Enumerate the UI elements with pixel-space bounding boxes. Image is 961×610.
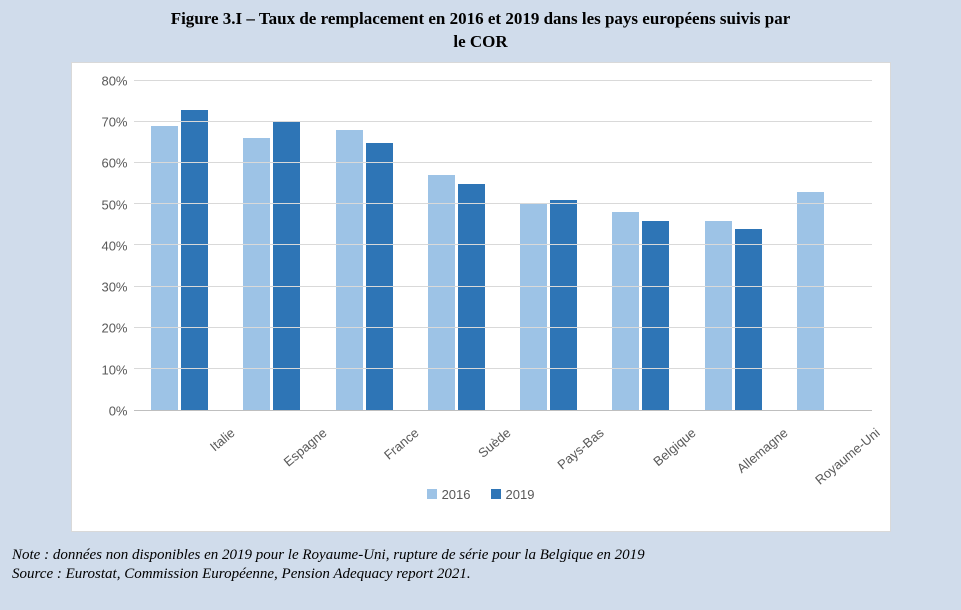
y-tick-label: 10%: [101, 362, 127, 377]
bar-group: [595, 81, 687, 410]
y-tick-label: 80%: [101, 73, 127, 88]
bar-group: [779, 81, 871, 410]
bar: [735, 229, 762, 410]
bar: [612, 212, 639, 409]
y-axis: 0%10%20%30%40%50%60%70%80%: [90, 81, 134, 411]
bar: [366, 143, 393, 410]
x-label-cell: Italie: [134, 411, 226, 481]
bar-group: [410, 81, 502, 410]
x-label-cell: Belgique: [595, 411, 687, 481]
bar: [705, 221, 732, 410]
grid-line: [134, 286, 872, 287]
title-line-2: le COR: [453, 32, 507, 51]
y-tick-label: 0%: [109, 403, 128, 418]
x-axis-labels: ItalieEspagneFranceSuèdePays-BasBelgique…: [134, 411, 872, 481]
y-tick-label: 50%: [101, 197, 127, 212]
plot: [134, 81, 872, 411]
bar: [520, 204, 547, 410]
source-line: Source : Eurostat, Commission Européenne…: [12, 565, 949, 585]
y-tick-label: 30%: [101, 280, 127, 295]
bar-groups: [134, 81, 872, 410]
y-tick-label: 70%: [101, 115, 127, 130]
bar: [243, 138, 270, 409]
bar: [428, 175, 455, 409]
grid-line: [134, 80, 872, 81]
bar: [550, 200, 577, 410]
grid-line: [134, 368, 872, 369]
title-line-1: Figure 3.I – Taux de remplacement en 201…: [171, 9, 791, 28]
grid-line: [134, 203, 872, 204]
bar-group: [687, 81, 779, 410]
x-label-cell: Pays-Bas: [503, 411, 595, 481]
x-label-cell: Royaume-Uni: [779, 411, 871, 481]
chart-card: 0% 10% 20% 30% 40% 50% 60% 70% 80% ItalieEspagne…: [71, 62, 891, 532]
figure-title: Figure 3.I – Taux de remplacement en 201…: [12, 8, 949, 62]
bar-group: [226, 81, 318, 410]
grid-line: [134, 244, 872, 245]
bar-group: [318, 81, 410, 410]
grid-line: [134, 121, 872, 122]
legend: 2016 2019: [90, 487, 872, 502]
bar: [642, 221, 669, 410]
x-label-cell: France: [318, 411, 410, 481]
bar-group: [503, 81, 595, 410]
grid-line: [134, 162, 872, 163]
y-tick-label: 40%: [101, 238, 127, 253]
bar-group: [134, 81, 226, 410]
bar: [797, 192, 824, 410]
x-label-cell: Suède: [410, 411, 502, 481]
y-tick-label: 20%: [101, 321, 127, 336]
bar: [458, 184, 485, 410]
grid-line: [134, 327, 872, 328]
bar: [181, 110, 208, 410]
legend-swatch-2019: [491, 489, 501, 499]
plot-area: 0%10%20%30%40%50%60%70%80%: [90, 81, 872, 411]
bar: [273, 122, 300, 410]
note-line: Note : données non disponibles en 2019 p…: [12, 546, 949, 566]
x-label-cell: Espagne: [226, 411, 318, 481]
x-label-cell: Allemagne: [687, 411, 779, 481]
y-tick-label: 60%: [101, 156, 127, 171]
footnote: Note : données non disponibles en 2019 p…: [12, 546, 949, 585]
